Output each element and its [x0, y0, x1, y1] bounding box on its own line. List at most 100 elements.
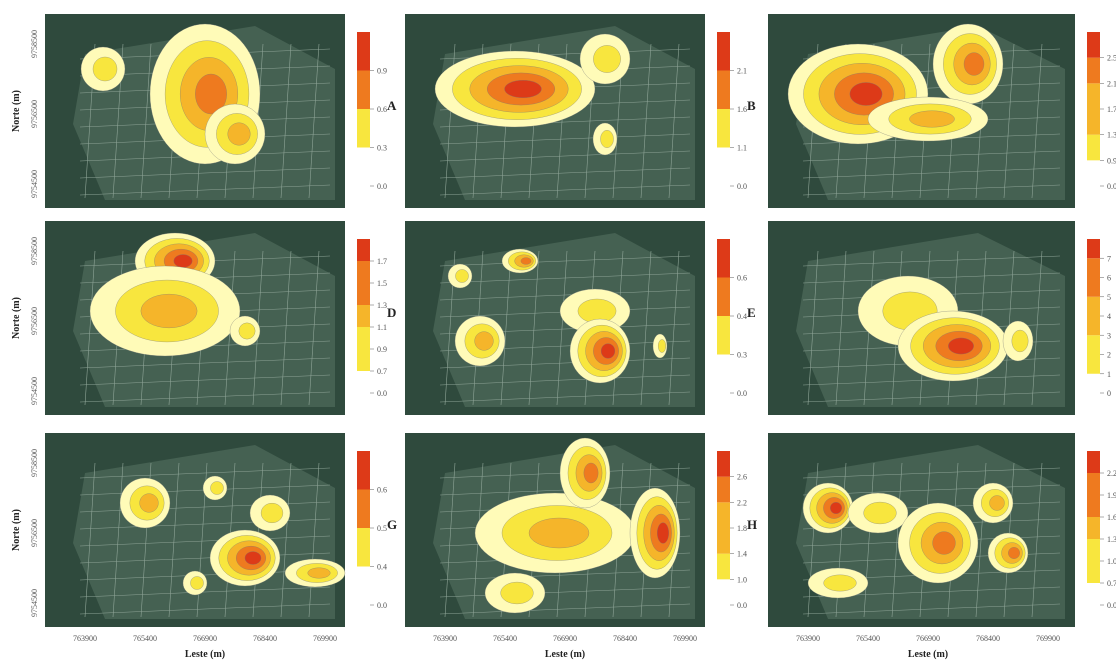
- x-tick-label: 765400: [493, 634, 517, 643]
- colorbar-segment: [717, 32, 730, 71]
- contour-area: [228, 123, 251, 146]
- contour-area: [190, 576, 203, 589]
- y-tick-label: 9756500: [30, 519, 39, 547]
- y-tick-label: 9754500: [30, 170, 39, 198]
- colorbar-tick-label: 0: [1107, 389, 1111, 398]
- x-tick-label: 769900: [1036, 634, 1060, 643]
- x-tick-label: 766900: [553, 634, 577, 643]
- colorbar-segment: [1087, 316, 1100, 335]
- panel-letter: E: [747, 305, 756, 320]
- y-tick-label: 9754500: [30, 377, 39, 405]
- colorbar-tick-label: 2.1: [1107, 79, 1116, 88]
- colorbar-segment: [1087, 517, 1100, 539]
- colorbar-segment: [717, 278, 730, 317]
- colorbar-segment: [1087, 335, 1100, 354]
- colorbar-segment: [717, 477, 730, 503]
- colorbar-segment: [1087, 451, 1100, 473]
- colorbar-tick-label: 5: [1107, 293, 1111, 302]
- colorbar-segment: [717, 71, 730, 110]
- colorbar-tick-label: 0.9: [377, 345, 387, 354]
- contour-area: [990, 496, 1005, 511]
- contour-area: [475, 332, 494, 351]
- contour-area: [1008, 547, 1019, 558]
- colorbar-tick-label: 0.0: [1107, 601, 1116, 610]
- colorbar-segment: [357, 283, 370, 305]
- colorbar-tick-label: 2.2: [1107, 469, 1116, 478]
- colorbar-segment: [1087, 495, 1100, 517]
- colorbar-tick-label: 0.9: [1107, 156, 1116, 165]
- colorbar-segment: [1087, 355, 1100, 374]
- colorbar-segment: [357, 451, 370, 490]
- colorbar-segment: [357, 371, 370, 393]
- contour-area: [601, 344, 615, 359]
- x-axis-title: Leste (m): [185, 649, 225, 660]
- colorbar-segment: [717, 109, 730, 148]
- contour-area: [910, 111, 955, 128]
- contour-area: [657, 523, 669, 544]
- y-axis-title: Norte (m): [11, 509, 22, 551]
- y-tick-label: 9756500: [30, 100, 39, 128]
- panel-letter: D: [387, 305, 396, 320]
- colorbar-tick-label: 0.9: [377, 67, 387, 76]
- colorbar-tick-label: 7: [1107, 254, 1111, 263]
- colorbar-segment: [717, 451, 730, 477]
- colorbar-tick-label: 0.7: [377, 367, 387, 376]
- colorbar-tick-label: 0.6: [377, 486, 387, 495]
- panel-letter: H: [747, 517, 757, 532]
- map-panel: 0.00.40.50.6GNorte (m)975450097565009758…: [11, 433, 397, 660]
- colorbar-tick-label: 1.1: [377, 323, 387, 332]
- colorbar-segment: [1087, 561, 1100, 583]
- contour-area: [658, 339, 666, 352]
- contour-area: [933, 532, 956, 555]
- y-tick-label: 9758500: [30, 237, 39, 265]
- panel-letter: A: [387, 98, 397, 113]
- x-tick-label: 769900: [313, 634, 337, 643]
- colorbar-tick-label: 0.3: [377, 144, 387, 153]
- colorbar-segment: [357, 490, 370, 529]
- map-panel: 0.00.30.60.9ANorte (m)975450097565009758…: [11, 14, 397, 208]
- colorbar-segment: [717, 579, 730, 605]
- contour-area: [964, 53, 984, 76]
- colorbar-tick-label: 0.0: [1107, 182, 1116, 191]
- colorbar-segment: [357, 148, 370, 187]
- colorbar-segment: [717, 239, 730, 278]
- x-tick-label: 765400: [856, 634, 880, 643]
- contour-area: [850, 82, 882, 105]
- colorbar-tick-label: 0.7: [1107, 579, 1116, 588]
- y-tick-label: 9758500: [30, 30, 39, 58]
- contour-area: [261, 503, 283, 523]
- colorbar-tick-label: 0.6: [377, 105, 387, 114]
- x-tick-label: 768400: [253, 634, 277, 643]
- contour-area: [584, 463, 598, 483]
- colorbar-tick-label: 1: [1107, 370, 1111, 379]
- colorbar-tick-label: 0.0: [737, 389, 747, 398]
- colorbar-segment: [1087, 473, 1100, 495]
- colorbar-segment: [717, 316, 730, 355]
- colorbar-segment: [1087, 583, 1100, 605]
- colorbar-tick-label: 1.0: [737, 575, 747, 584]
- map-panel: 0.01.01.41.82.22.6H763900765400766900768…: [405, 433, 757, 660]
- panel-letter: B: [747, 98, 756, 113]
- colorbar-tick-label: 0.3: [737, 351, 747, 360]
- colorbar-segment: [1087, 374, 1100, 393]
- map-panel: 0.00.71.01.31.61.92.2I763900765400766900…: [768, 433, 1116, 660]
- y-tick-label: 9754500: [30, 589, 39, 617]
- colorbar-segment: [357, 349, 370, 371]
- contour-area: [948, 338, 973, 354]
- panel-letter: G: [387, 517, 397, 532]
- x-tick-label: 763900: [796, 634, 820, 643]
- colorbar-tick-label: 0.0: [377, 182, 387, 191]
- colorbar-segment: [717, 148, 730, 187]
- colorbar-tick-label: 1.5: [377, 279, 387, 288]
- x-axis-title: Leste (m): [908, 649, 948, 660]
- contour-area: [600, 130, 613, 147]
- colorbar-tick-label: 1.3: [377, 301, 387, 310]
- colorbar-segment: [1087, 32, 1100, 58]
- colorbar-segment: [1087, 539, 1100, 561]
- colorbar-segment: [357, 567, 370, 606]
- contour-area: [239, 323, 255, 339]
- contour-area: [140, 494, 159, 513]
- y-axis-title: Norte (m): [11, 297, 22, 339]
- contour-area: [174, 255, 192, 268]
- colorbar-tick-label: 1.3: [1107, 535, 1116, 544]
